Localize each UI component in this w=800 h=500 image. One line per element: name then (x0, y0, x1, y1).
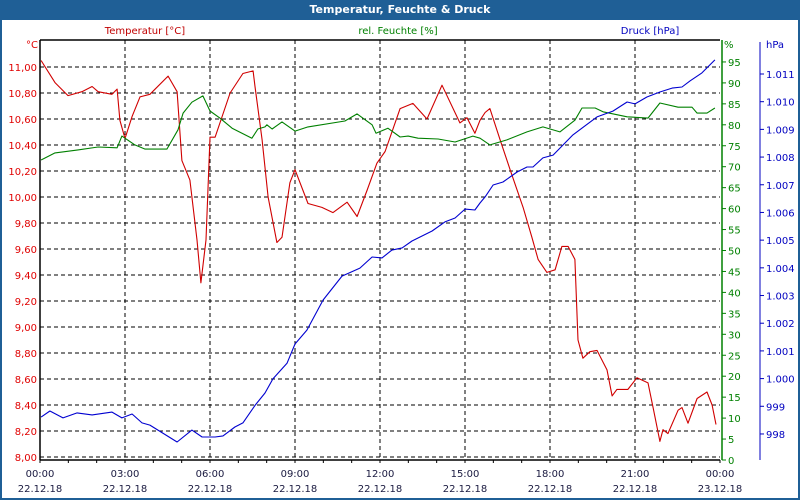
temperature-tick-label: 10,40 (8, 141, 37, 152)
humidity-tick-label: 60 (728, 205, 741, 216)
humidity-tick-label: 10 (728, 414, 741, 425)
labels: Temperatur [°C] rel. Feuchte [%] Druck [… (26, 26, 784, 51)
temperature-tick-label: 8,60 (15, 375, 37, 386)
x-tick-time-label: 18:00 (536, 469, 565, 480)
x-tick-time-label: 09:00 (281, 469, 310, 480)
humidity-tick-label: 15 (728, 393, 741, 404)
humidity-tick-label: 75 (728, 142, 741, 153)
x-tick-time-label: 03:00 (111, 469, 140, 480)
temperature-tick-label: 11,00 (8, 63, 37, 74)
humidity-tick-label: 65 (728, 184, 741, 195)
x-tick-date-label: 22.12.18 (18, 484, 63, 495)
pressure-tick-label: 1.011 (766, 70, 795, 81)
humidity-tick-label: 40 (728, 288, 741, 299)
x-tick-time-label: 00:00 (26, 469, 55, 480)
pressure-tick-label: 1.008 (766, 153, 795, 164)
pressure-tick-label: 1.006 (766, 208, 795, 219)
x-tick-time-label: 15:00 (451, 469, 480, 480)
humidity-tick-label: 5 (728, 435, 734, 446)
series-group (40, 59, 717, 443)
humidity-tick-label: 55 (728, 226, 741, 237)
series-line-humidity (40, 95, 716, 161)
pressure-tick-label: 1.007 (766, 181, 795, 192)
humidity-tick-label: 25 (728, 351, 741, 362)
x-tick-time-label: 21:00 (621, 469, 650, 480)
pressure-tick-label: 1.000 (766, 375, 795, 386)
humidity-tick-label: 85 (728, 100, 741, 111)
x-tick-date-label: 23.12.18 (698, 484, 743, 495)
humidity-tick-label: 80 (728, 121, 741, 132)
temperature-tick-label: 8,40 (15, 401, 37, 412)
temperature-unit-label: °C (26, 40, 38, 51)
pressure-unit-label: hPa (766, 40, 784, 51)
humidity-tick-label: 95 (728, 58, 741, 69)
temperature-tick-label: 8,00 (15, 453, 37, 464)
x-tick-time-label: 12:00 (366, 469, 395, 480)
humidity-unit-label: % (724, 40, 734, 51)
humidity-tick-label: 35 (728, 309, 741, 320)
temperature-tick-label: 10,20 (8, 167, 37, 178)
pressure-tick-label: 1.004 (766, 264, 795, 275)
x-tick-date-label: 22.12.18 (443, 484, 488, 495)
pressure-tick-label: 998 (766, 430, 785, 441)
series-line-pressure (40, 59, 716, 443)
x-tick-date-label: 22.12.18 (358, 484, 403, 495)
pressure-tick-label: 1.002 (766, 319, 795, 330)
pressure-tick-label: 999 (766, 402, 785, 413)
humidity-tick-label: 70 (728, 163, 741, 174)
temperature-tick-label: 8,80 (15, 349, 37, 360)
x-tick-date-label: 22.12.18 (188, 484, 233, 495)
pressure-tick-label: 1.001 (766, 347, 795, 358)
x-tick-time-label: 06:00 (196, 469, 225, 480)
temperature-tick-label: 8,20 (15, 427, 37, 438)
humidity-tick-label: 50 (728, 247, 741, 258)
pressure-tick-label: 1.009 (766, 125, 795, 136)
temperature-tick-label: 9,00 (15, 323, 37, 334)
legend-temperature: Temperatur [°C] (104, 26, 185, 37)
pressure-tick-label: 1.005 (766, 236, 795, 247)
temperature-tick-label: 9,20 (15, 297, 37, 308)
humidity-tick-label: 20 (728, 372, 741, 383)
window-title: Temperatur, Feuchte & Druck (0, 0, 800, 20)
x-tick-date-label: 22.12.18 (103, 484, 148, 495)
legend-pressure: Druck [hPa] (621, 26, 680, 37)
x-tick-time-label: 00:00 (706, 469, 735, 480)
pressure-tick-label: 1.003 (766, 292, 795, 303)
axes: 8,00 8,20 8,40 8,60 8,80 9,00 9,20 9,40 9,60 9,80… (8, 39, 795, 495)
series-line-temperature (40, 60, 717, 442)
x-tick-date-label: 22.12.18 (528, 484, 573, 495)
humidity-tick-label: 30 (728, 330, 741, 341)
humidity-tick-label: 0 (728, 456, 734, 467)
pressure-tick-label: 1.010 (766, 98, 795, 109)
temperature-tick-label: 9,80 (15, 219, 37, 230)
temperature-tick-label: 10,60 (8, 115, 37, 126)
x-tick-date-label: 22.12.18 (273, 484, 318, 495)
x-tick-date-label: 22.12.18 (613, 484, 658, 495)
humidity-tick-label: 90 (728, 79, 741, 90)
temperature-tick-label: 9,40 (15, 271, 37, 282)
humidity-tick-label: 45 (728, 267, 741, 278)
temperature-tick-label: 10,80 (8, 89, 37, 100)
legend-humidity: rel. Feuchte [%] (358, 26, 437, 37)
temperature-tick-label: 9,60 (15, 245, 37, 256)
grid (40, 40, 720, 460)
temperature-tick-label: 10,00 (8, 193, 37, 204)
